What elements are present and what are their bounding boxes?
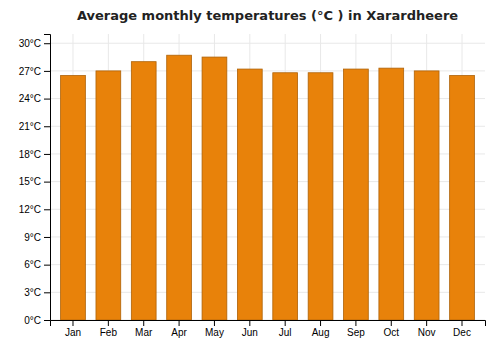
tick: Mar — [135, 320, 153, 338]
tick-label: Sep — [347, 327, 365, 338]
bar — [273, 73, 298, 320]
bar — [61, 76, 86, 320]
tick-mark — [214, 320, 215, 326]
tick-mark — [44, 154, 50, 155]
tick-mark — [179, 320, 180, 326]
tick: Oct — [383, 320, 399, 338]
tick: Nov — [418, 320, 436, 338]
tick: Jun — [242, 320, 258, 338]
grid-line — [50, 43, 485, 44]
tick: Aug — [312, 320, 330, 338]
tick: 24°C — [19, 93, 50, 104]
bar — [96, 71, 121, 320]
tick-mark — [108, 320, 109, 326]
tick: Jul — [279, 320, 292, 338]
tick-mark — [44, 43, 50, 44]
tick-mark — [44, 209, 50, 210]
tick-label: 9°C — [24, 232, 41, 243]
tick-label: Nov — [418, 327, 436, 338]
tick-label: 24°C — [19, 93, 41, 104]
tick: 9°C — [24, 232, 50, 243]
tick-mark — [320, 320, 321, 326]
tick: Feb — [100, 320, 118, 338]
tick-label: 30°C — [19, 38, 41, 49]
tick-mark — [355, 320, 356, 326]
bar — [450, 76, 475, 320]
bar — [308, 73, 333, 320]
tick-mark — [426, 320, 427, 326]
title: Average monthly temperatures (°C ) in Xa… — [77, 8, 458, 23]
tick-mark — [44, 126, 50, 127]
bars — [61, 55, 475, 320]
bar — [379, 68, 404, 320]
bar — [202, 57, 227, 320]
tick-mark — [391, 320, 392, 326]
grid — [50, 34, 485, 320]
tick-label: 27°C — [19, 66, 41, 77]
tick: Dec — [453, 320, 471, 338]
bar — [237, 69, 262, 320]
tick-mark — [285, 320, 286, 326]
tick: 27°C — [19, 66, 50, 77]
tick-label: 3°C — [24, 287, 41, 298]
tick-label: Oct — [383, 327, 399, 338]
tick-label: 0°C — [24, 315, 41, 326]
tick-mark — [44, 320, 50, 321]
axis-line — [44, 35, 51, 321]
tick-mark — [44, 237, 50, 238]
tick-label: Apr — [171, 327, 187, 338]
tick: 30°C — [19, 38, 50, 49]
tick-label: 12°C — [19, 204, 41, 215]
tick: 15°C — [19, 176, 50, 187]
tick: Sep — [347, 320, 365, 338]
tick-label: 6°C — [24, 259, 41, 270]
tick-mark — [72, 320, 73, 326]
tick-label: 18°C — [19, 149, 41, 160]
tick-label: Jan — [65, 327, 81, 338]
bar — [344, 69, 369, 320]
tick-label: 15°C — [19, 176, 41, 187]
tick-label: Feb — [100, 327, 118, 338]
tick-mark — [44, 182, 50, 183]
tick-label: Jun — [242, 327, 258, 338]
tick-mark — [44, 265, 50, 266]
tick: 21°C — [19, 121, 50, 132]
tick: Apr — [171, 320, 187, 338]
tick: 6°C — [24, 259, 50, 270]
tick-mark — [44, 71, 50, 72]
bar — [414, 71, 439, 320]
tick-mark — [462, 320, 463, 326]
tick-label: Mar — [135, 327, 153, 338]
tick: May — [205, 320, 224, 338]
tick-mark — [249, 320, 250, 326]
x-axis: Jan Feb Mar Apr May Jun Jul Aug Sep Oct Nov Dec — [51, 320, 486, 338]
tick-label: Jul — [279, 327, 292, 338]
tick-label: Dec — [453, 327, 471, 338]
tick: 12°C — [19, 204, 50, 215]
tick-mark — [44, 292, 50, 293]
tick: 0°C — [24, 315, 50, 326]
tick-label: May — [205, 327, 224, 338]
y-axis: 0°C 3°C 6°C 9°C 12°C 15°C 18°C 21°C 24°C 27°C 30°C — [19, 35, 51, 326]
tick-mark — [44, 99, 50, 100]
tick-label: 21°C — [19, 121, 41, 132]
bar — [167, 55, 192, 320]
tick-label: Aug — [312, 327, 330, 338]
bar — [131, 62, 156, 320]
axis-line — [51, 321, 486, 327]
tick: 3°C — [24, 287, 50, 298]
tick: Jan — [65, 320, 81, 338]
chart: 0°C 3°C 6°C 9°C 12°C 15°C 18°C 21°C 24°C 27°C 30°C… — [0, 0, 500, 350]
plot: 0°C 3°C 6°C 9°C 12°C 15°C 18°C 21°C 24°C 27°C 30°C… — [19, 34, 486, 338]
tick: 18°C — [19, 149, 50, 160]
tick-mark — [143, 320, 144, 326]
